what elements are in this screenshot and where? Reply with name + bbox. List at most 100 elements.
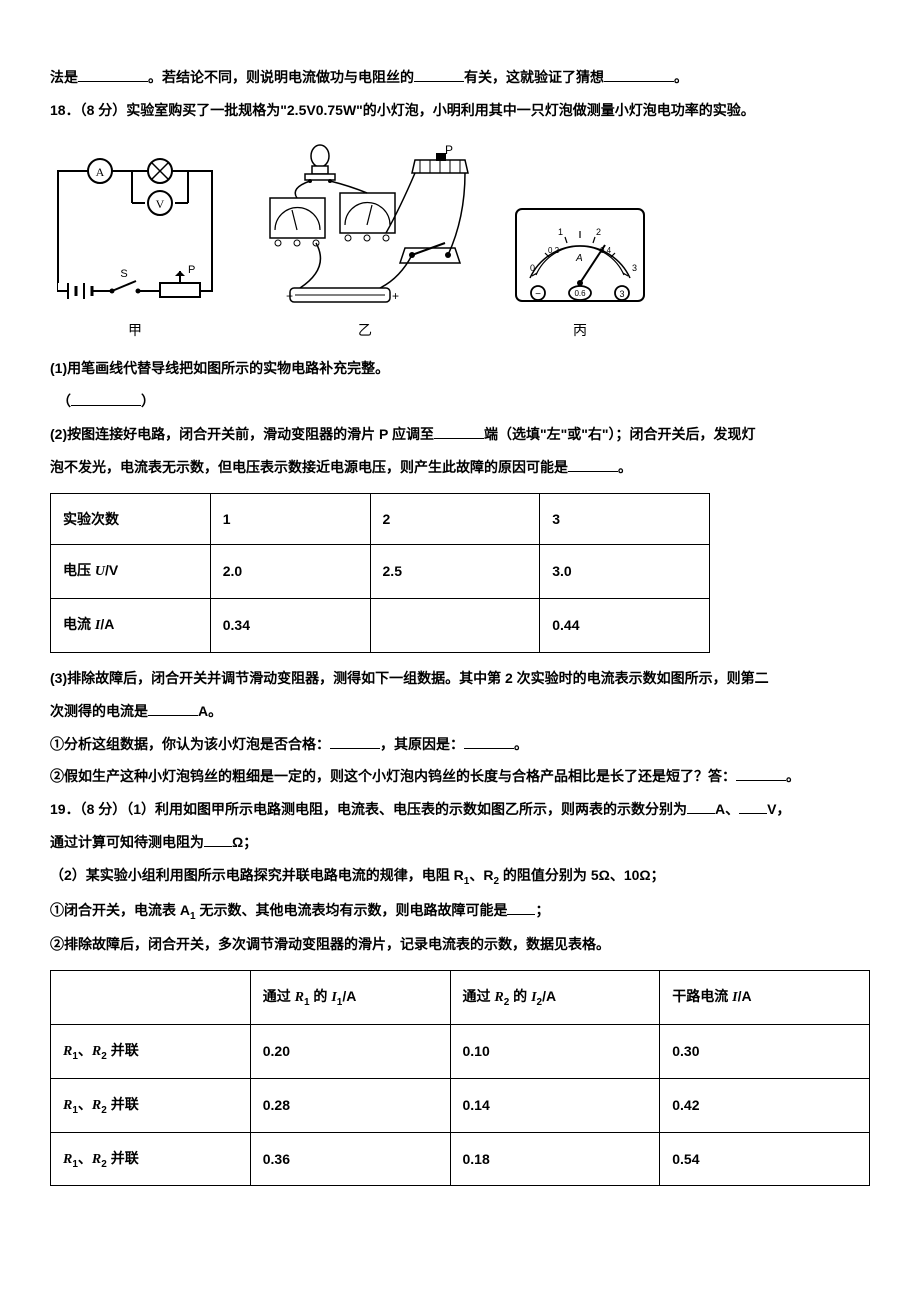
blank: [330, 735, 380, 749]
text: A、: [715, 801, 739, 817]
table-cell: 2.0: [210, 545, 370, 599]
table-cell: [370, 599, 540, 653]
q18-part2b: 泡不发光，电流表无示数，但电压表示数接近电源电压，则产生此故障的原因可能是 。: [50, 452, 870, 483]
text: （2）某实验小组利用图所示电路探究并联电路电流的规律，电阻 R: [50, 867, 464, 883]
figure-jia: A V S: [50, 153, 220, 346]
blank: [71, 392, 141, 406]
table-row: R1、R2 并联 0.20 0.10 0.30: [51, 1024, 870, 1078]
table-cell: 电压 U/V: [51, 545, 211, 599]
q18-intro: 18．（8 分）实验室购买了一批规格为"2.5V0.75W"的小灯泡，小明利用其…: [50, 95, 870, 126]
table-row: R1、R2 并联 0.36 0.18 0.54: [51, 1132, 870, 1186]
q18-part1: (1)用笔画线代替导线把如图所示的实物电路补充完整。: [50, 353, 870, 384]
q19-part2-i: ①闭合开关，电流表 A1 无示数、其他电流表均有示数，则电路故障可能是；: [50, 895, 870, 928]
blank: [736, 767, 786, 781]
svg-text:−: −: [535, 289, 541, 300]
figure-bing: 0 1 2 3 0.2 0.4 A − 0.6 3 丙: [510, 203, 650, 346]
text: ；: [535, 902, 549, 918]
data-table-1: 实验次数 1 2 3 电压 U/V 2.0 2.5 3.0 电流 I/A 0.3…: [50, 493, 710, 653]
q18-part3a: (3)排除故障后，闭合开关并调节滑动变阻器，测得如下一组数据。其中第 2 次实验…: [50, 663, 870, 694]
text: ②假如生产这种小灯泡钨丝的粗细是一定的，则这个小灯泡内钨丝的长度与合格产品相比是…: [50, 768, 736, 784]
blank: [148, 702, 198, 716]
table-cell: 干路电流 I/A: [660, 971, 870, 1025]
text: Ω；: [232, 834, 257, 850]
table-cell: 通过 R1 的 I1/A: [250, 971, 450, 1025]
figure-label: 甲: [128, 315, 142, 346]
blank: [414, 68, 464, 82]
text: (2)按图连接好电路，闭合开关前，滑动变阻器的滑片 P 应调至: [50, 426, 434, 442]
table-row: 实验次数 1 2 3: [51, 493, 710, 545]
table-cell: 0.54: [660, 1132, 870, 1186]
table-cell: [51, 971, 251, 1025]
blank: [739, 800, 767, 814]
blank: [507, 901, 535, 915]
table-cell: 通过 R2 的 I2/A: [450, 971, 660, 1025]
table-cell: 实验次数: [51, 493, 211, 545]
table-cell: 2: [370, 493, 540, 545]
table-cell: 0.20: [250, 1024, 450, 1078]
table-cell: 0.30: [660, 1024, 870, 1078]
table-cell: 3: [540, 493, 710, 545]
blank: [434, 425, 484, 439]
table-cell: 0.10: [450, 1024, 660, 1078]
blank: [78, 68, 148, 82]
text: 。: [674, 69, 688, 85]
table-cell: 0.28: [250, 1078, 450, 1132]
text: 19．（8 分）（1）利用如图甲所示电路测电阻，电流表、电压表的示数如图乙所示，…: [50, 801, 687, 817]
svg-text:0.6: 0.6: [574, 289, 586, 298]
text: V，: [767, 801, 790, 817]
text: 。: [514, 736, 528, 752]
table-row: R1、R2 并联 0.28 0.14 0.42: [51, 1078, 870, 1132]
svg-text:A: A: [575, 253, 583, 264]
circuit-schematic-icon: A V S: [50, 153, 220, 313]
svg-text:3: 3: [632, 263, 637, 273]
figure-label: 丙: [573, 315, 587, 346]
figure-label: 乙: [358, 315, 372, 346]
physical-circuit-icon: P: [250, 138, 480, 313]
svg-text:−: −: [286, 289, 293, 303]
svg-text:0: 0: [530, 263, 535, 273]
table-cell: 2.5: [370, 545, 540, 599]
frag-top: 法是 。若结论不同，则说明电流做功与电阻丝的 有关，这就验证了猜想 。: [50, 62, 870, 93]
svg-text:1: 1: [558, 227, 563, 237]
q19-part1: 19．（8 分）（1）利用如图甲所示电路测电阻，电流表、电压表的示数如图乙所示，…: [50, 794, 870, 825]
text: ①分析这组数据，你认为该小灯泡是否合格：: [50, 736, 330, 752]
text: 的阻值分别为 5Ω、10Ω；: [499, 867, 665, 883]
text: 。: [786, 768, 800, 784]
text: 通过计算可知待测电阻为: [50, 834, 204, 850]
text: A。: [198, 703, 222, 719]
text: 。: [618, 459, 632, 475]
svg-text:S: S: [120, 268, 127, 280]
svg-text:3: 3: [619, 289, 624, 299]
table-cell: R1、R2 并联: [51, 1078, 251, 1132]
figure-row: A V S: [50, 138, 870, 346]
text: 有关，这就验证了猜想: [464, 69, 604, 85]
svg-text:V: V: [156, 197, 165, 211]
text: 泡不发光，电流表无示数，但电压表示数接近电源电压，则产生此故障的原因可能是: [50, 459, 568, 475]
blank: [568, 458, 618, 472]
data-table-2: 通过 R1 的 I1/A 通过 R2 的 I2/A 干路电流 I/A R1、R2…: [50, 970, 870, 1186]
text: 18．（8 分）实验室购买了一批规格为": [50, 102, 287, 118]
table-row: 电流 I/A 0.34 0.44: [51, 599, 710, 653]
text: "的小灯泡，小明利用其中一只灯泡做测量小灯泡电功率的实验。: [356, 102, 755, 118]
table-cell: 1: [210, 493, 370, 545]
bulb-spec: 2.5V0.75W: [287, 102, 356, 118]
svg-text:0.2: 0.2: [548, 246, 560, 255]
blank: [604, 68, 674, 82]
table-cell: 0.14: [450, 1078, 660, 1132]
text: 、R: [469, 867, 493, 883]
table-cell: R1、R2 并联: [51, 1132, 251, 1186]
q18-part3-i: ①分析这组数据，你认为该小灯泡是否合格：，其原因是：。: [50, 729, 870, 760]
table-cell: 0.36: [250, 1132, 450, 1186]
ammeter-dial-icon: 0 1 2 3 0.2 0.4 A − 0.6 3: [510, 203, 650, 313]
text: 端（选填"左"或"右"）；闭合开关后，发现灯: [484, 426, 756, 442]
svg-text:P: P: [188, 264, 195, 276]
table-cell: 0.18: [450, 1132, 660, 1186]
q19-part1b: 通过计算可知待测电阻为 Ω；: [50, 827, 870, 858]
text: 法是: [50, 69, 78, 85]
text: 。若结论不同，则说明电流做功与电阻丝的: [148, 69, 414, 85]
text: ①闭合开关，电流表 A: [50, 902, 190, 918]
table-cell: 0.44: [540, 599, 710, 653]
figure-yi: P: [250, 138, 480, 346]
svg-text:A: A: [96, 165, 105, 179]
svg-text:P: P: [445, 143, 453, 157]
